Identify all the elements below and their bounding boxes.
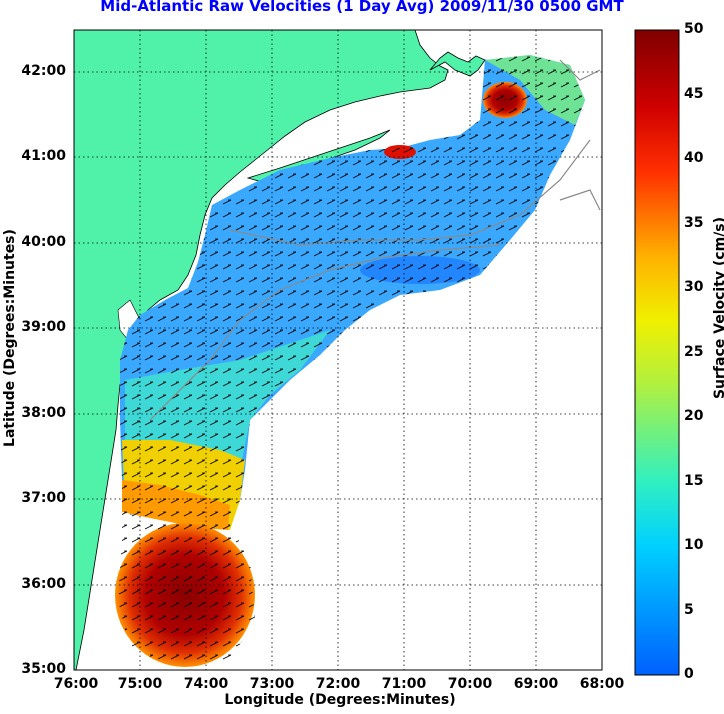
y-tick-label: 40:00	[21, 234, 66, 250]
colorbar-tick-label: 35	[684, 215, 704, 231]
colorbar-tick-label: 15	[684, 473, 704, 489]
x-tick-label: 72:00	[315, 676, 361, 692]
y-tick-label: 35:00	[21, 661, 66, 677]
y-tick-label: 36:00	[21, 576, 66, 592]
x-tick-label: 71:00	[381, 676, 427, 692]
colorbar-tick-label: 10	[684, 537, 704, 553]
bathymetry-contour-3	[559, 59, 601, 211]
colorbar-tick-label: 40	[684, 150, 704, 166]
colorbar-tick-label: 0	[684, 666, 694, 682]
y-tick-label: 41:00	[21, 148, 66, 164]
colorbar-tick-label: 25	[684, 344, 704, 360]
land-mass	[74, 30, 449, 670]
cape-cod	[429, 51, 486, 77]
y-tick-label: 39:00	[21, 319, 66, 335]
x-tick-label: 69:00	[513, 676, 559, 692]
x-tick-label: 76:00	[53, 676, 99, 692]
grid-lines	[74, 30, 602, 670]
colorbar-label: Surface Velocity (cm/s)	[712, 216, 724, 400]
y-tick-label: 42:00	[21, 63, 66, 79]
y-tick-label: 38:00	[21, 405, 66, 421]
colorbar-tick-label: 45	[684, 86, 704, 102]
x-axis-label: Longitude (Degrees:Minutes)	[224, 692, 456, 708]
colorbar-tick-label: 50	[684, 21, 704, 37]
colorbar-tick-label: 30	[684, 279, 704, 295]
bathymetry-contour	[229, 139, 591, 246]
colorbar-tick-label: 20	[684, 408, 704, 424]
bathymetry-contour-2	[149, 244, 501, 421]
x-tick-label: 73:00	[249, 676, 295, 692]
colorbar	[634, 29, 680, 676]
x-tick-label: 74:00	[183, 676, 229, 692]
x-tick-label: 70:00	[447, 676, 493, 692]
y-axis-label: Latitude (Degrees:Minutes)	[2, 229, 18, 447]
x-tick-label: 68:00	[579, 676, 625, 692]
y-tick-label: 37:00	[21, 490, 66, 506]
x-tick-label: 75:00	[117, 676, 163, 692]
velocity-arrows	[118, 55, 585, 668]
colorbar-tick-label: 5	[684, 602, 694, 618]
map-title: Mid-Atlantic Raw Velocities (1 Day Avg) …	[100, 0, 624, 15]
